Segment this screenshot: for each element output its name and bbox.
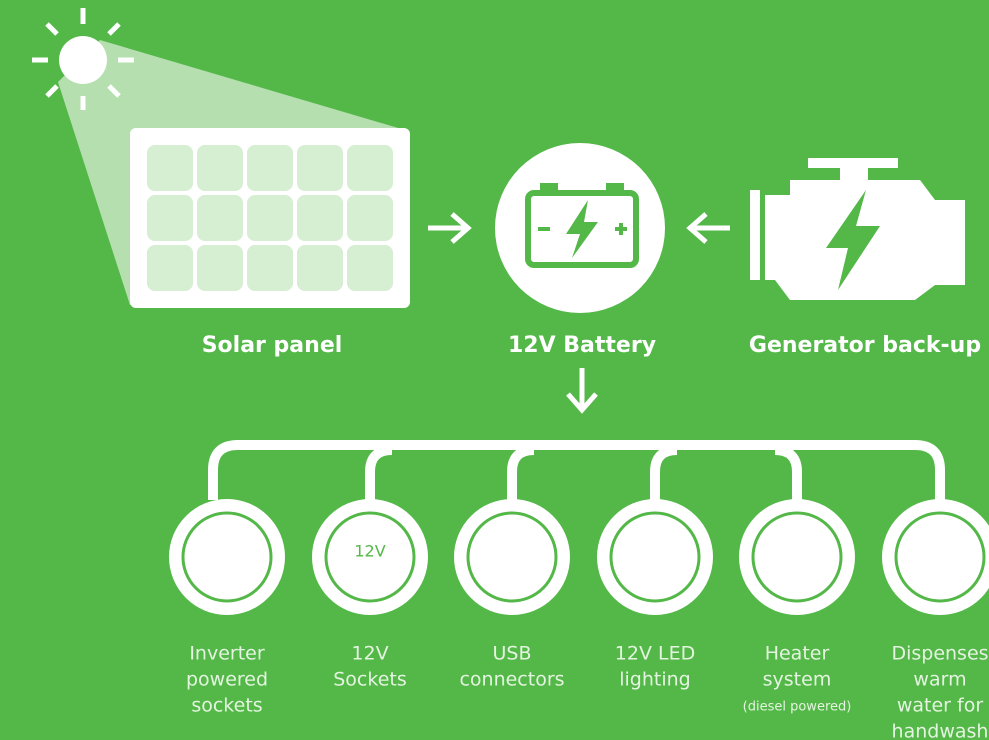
panel-cell <box>197 245 243 291</box>
panel-cell <box>197 145 243 191</box>
arrow <box>568 368 596 410</box>
generator <box>750 158 965 300</box>
arrow <box>690 214 730 242</box>
panel-cell <box>347 145 393 191</box>
output-icon <box>882 499 989 615</box>
connector <box>213 445 940 500</box>
page: Inverter powered sockets 12V 12V Sockets USB co… <box>0 0 989 740</box>
output-icon <box>169 499 285 615</box>
panel-cell <box>247 195 293 241</box>
battery <box>495 143 665 313</box>
panel-cell <box>347 245 393 291</box>
output-label: 12V LED <box>615 643 695 665</box>
output-label: connectors <box>459 669 564 691</box>
output-label: Dispenses <box>891 643 988 665</box>
output-label: water for <box>897 695 983 717</box>
panel-cell <box>147 145 193 191</box>
output-label: system <box>763 669 832 691</box>
arrow <box>428 214 468 242</box>
output-label: USB <box>492 643 531 665</box>
output-label: handwash <box>892 721 989 740</box>
node-label: Solar panel <box>202 333 343 358</box>
panel-cell <box>297 245 343 291</box>
panel-cell <box>297 145 343 191</box>
panel-cell <box>147 245 193 291</box>
output-label: Heater <box>765 643 830 665</box>
output-icon <box>454 499 570 615</box>
output-note: (diesel powered) <box>743 700 852 715</box>
panel-cell <box>247 245 293 291</box>
output-label: sockets <box>191 695 262 717</box>
node-label: Generator back-up <box>749 333 981 358</box>
output-label: 12V <box>351 643 388 665</box>
panel-cell <box>247 145 293 191</box>
solar-panel <box>130 128 410 308</box>
output-label: Inverter <box>189 643 265 665</box>
output-icon <box>739 499 855 615</box>
output-label: warm <box>913 669 966 691</box>
node-label: 12V Battery <box>508 333 656 358</box>
panel-cell <box>347 195 393 241</box>
output-label: powered <box>186 669 268 691</box>
diagram: Inverter powered sockets 12V 12V Sockets USB co… <box>0 0 989 740</box>
output-label: Sockets <box>333 669 407 691</box>
panel-cell <box>197 195 243 241</box>
icon-text: 12V <box>354 542 385 561</box>
output-label: lighting <box>619 669 691 691</box>
output-icon <box>597 499 713 615</box>
panel-cell <box>147 195 193 241</box>
panel-cell <box>297 195 343 241</box>
